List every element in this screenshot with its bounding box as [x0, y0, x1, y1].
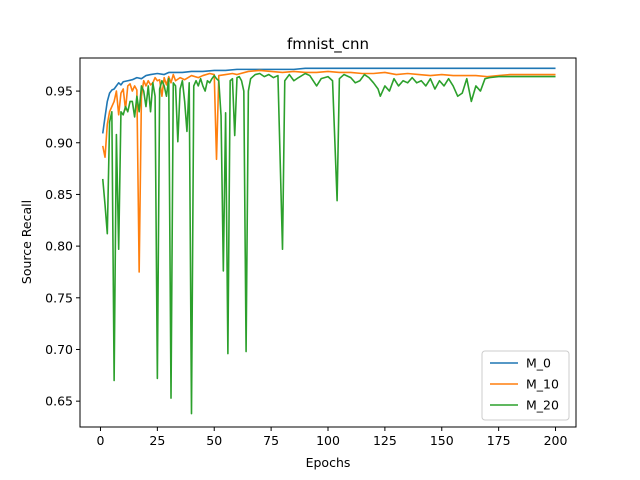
x-tick-label: 175: [487, 433, 511, 448]
x-tick-label: 75: [263, 433, 279, 448]
x-tick-label: 125: [373, 433, 397, 448]
legend-label: M_0: [526, 356, 551, 371]
y-tick-label: 0.75: [45, 290, 73, 305]
legend: M_0 M_10 M_20: [481, 350, 570, 421]
x-tick-label: 100: [316, 433, 340, 448]
x-tick-label: 0: [97, 433, 105, 448]
y-tick-label: 0.65: [45, 394, 73, 409]
y-tick-label: 0.95: [45, 84, 73, 99]
y-tick-label: 0.90: [45, 135, 73, 150]
series-line-3: [101, 72, 556, 415]
x-tick-label: 150: [430, 433, 454, 448]
x-axis-ticks: 0 25 50 75 100 125 150 175 200: [97, 427, 568, 448]
chart-title: fmnist_cnn: [287, 35, 369, 54]
series-line-1: [101, 67, 556, 134]
y-axis-ticks: 0.65 0.70 0.75 0.80 0.85 0.90 0.95: [45, 84, 80, 409]
legend-label: M_20: [526, 398, 559, 413]
x-tick-label: 200: [544, 433, 568, 448]
x-tick-label: 50: [206, 433, 222, 448]
x-axis-label: Epochs: [306, 455, 351, 470]
legend-label: M_10: [526, 377, 559, 392]
series-layer: [101, 67, 556, 415]
y-axis-label: Source Recall: [19, 200, 34, 284]
x-tick-label: 25: [149, 433, 165, 448]
legend-box: [481, 350, 570, 421]
y-tick-label: 0.85: [45, 187, 73, 202]
y-tick-label: 0.80: [45, 239, 73, 254]
y-tick-label: 0.70: [45, 342, 73, 357]
series-line-2: [101, 69, 556, 273]
